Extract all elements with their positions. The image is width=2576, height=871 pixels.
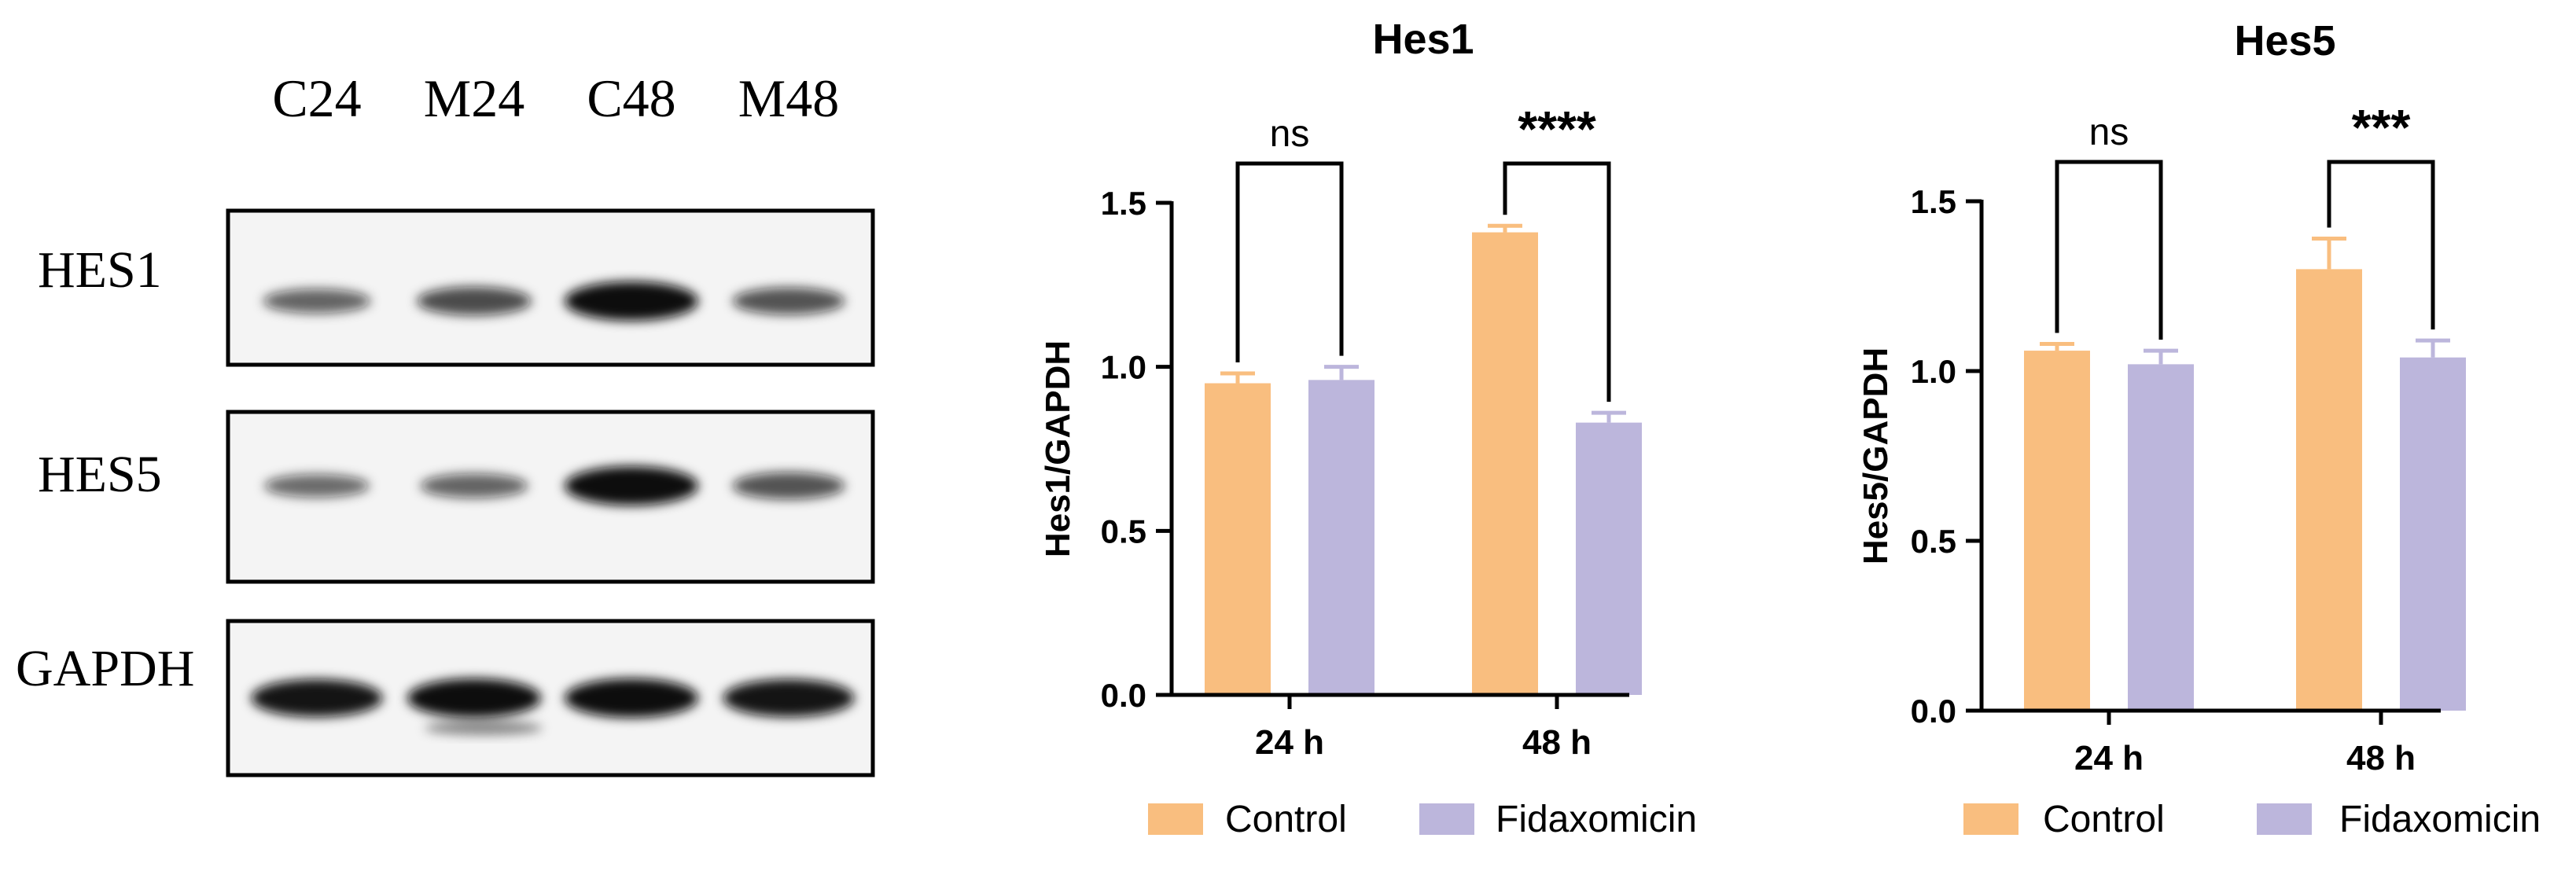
y-tick-label-1: 0.5 xyxy=(1101,513,1146,549)
significance-bracket-48h xyxy=(1503,161,1611,402)
bar-control-24h xyxy=(2024,351,2090,711)
y-tick-label-0: 0.0 xyxy=(1911,693,1956,730)
significance-bracket-24h xyxy=(1235,161,1344,363)
y-axis-label: Hes5/GAPDH xyxy=(1857,347,1895,564)
legend-swatch-control xyxy=(1148,803,1203,835)
legend-label-fidaxomicin: Fidaxomicin xyxy=(2339,799,2541,840)
blot-row-label-gapdh: GAPDH xyxy=(16,640,194,697)
x-tick-label-24h: 24 h xyxy=(2074,739,2144,777)
blot-row-label-hes5: HES5 xyxy=(38,446,162,503)
band-hes1-c48 xyxy=(565,281,698,321)
chart-title: Hes1 xyxy=(1372,16,1474,63)
lane-label-c48: C48 xyxy=(587,68,675,128)
western-blot-panel: C24 M24 C48 M48 HES1 HES5 GAPDH xyxy=(16,68,875,777)
bar-fidaxomicin-48h xyxy=(1576,422,1642,695)
significance-label-48h: **** xyxy=(1518,101,1596,157)
legend-label-control: Control xyxy=(2043,799,2165,840)
band-hes1-m24 xyxy=(417,286,532,316)
legend-swatch-fidaxomicin xyxy=(1419,803,1474,835)
legend-label-fidaxomicin: Fidaxomicin xyxy=(1496,799,1697,840)
blot-membrane-hes1 xyxy=(226,208,875,367)
bar-control-24h xyxy=(1205,383,1271,695)
bar-fidaxomicin-48h xyxy=(2400,357,2466,711)
band-gapdh-m48 xyxy=(723,678,855,718)
lane-label-c24: C24 xyxy=(272,68,361,128)
significance-label-48h: *** xyxy=(2352,99,2411,156)
y-tick-label-1: 0.5 xyxy=(1911,523,1956,560)
significance-label-24h: ns xyxy=(1270,113,1310,155)
bar-fidaxomicin-24h xyxy=(2128,364,2194,711)
x-tick-label-48h: 48 h xyxy=(1522,723,1592,762)
y-axis-label: Hes1/GAPDH xyxy=(1039,340,1077,557)
band-gapdh-m24-secondary xyxy=(425,721,543,735)
hes5-bar-chart: Hes5 Hes5/GAPDH ns 24 h *** 48 h 0.0 0.5 1.0 1.5 C… xyxy=(1857,17,2541,840)
x-tick-label-24h: 24 h xyxy=(1255,723,1324,762)
legend-swatch-fidaxomicin xyxy=(2257,803,2312,835)
band-hes5-m24 xyxy=(420,473,528,498)
band-gapdh-m24 xyxy=(407,678,541,718)
band-hes5-m48 xyxy=(732,472,845,500)
y-tick-label-2: 1.0 xyxy=(1101,349,1146,386)
lane-label-m48: M48 xyxy=(738,68,839,128)
band-hes5-c48 xyxy=(565,466,698,505)
y-tick-label-3: 1.5 xyxy=(1101,185,1146,222)
x-tick-label-48h: 48 h xyxy=(2346,739,2416,777)
significance-bracket-24h xyxy=(2055,160,2163,340)
lane-label-m24: M24 xyxy=(424,68,524,128)
legend-swatch-control xyxy=(1963,803,2018,835)
bar-control-48h xyxy=(1472,232,1538,695)
y-tick-label-3: 1.5 xyxy=(1911,183,1956,220)
band-hes1-c24 xyxy=(263,288,371,314)
y-tick-label-0: 0.0 xyxy=(1101,677,1146,714)
band-hes5-c24 xyxy=(264,474,370,498)
band-gapdh-c24 xyxy=(251,678,383,718)
band-gapdh-c48 xyxy=(565,678,698,718)
chart-title: Hes5 xyxy=(2234,17,2335,64)
band-hes1-m48 xyxy=(732,287,845,315)
significance-label-24h: ns xyxy=(2089,112,2129,153)
y-tick-label-2: 1.0 xyxy=(1911,353,1956,390)
bar-fidaxomicin-24h xyxy=(1308,380,1374,695)
bar-control-48h xyxy=(2296,269,2362,711)
blot-row-label-hes1: HES1 xyxy=(38,241,162,299)
hes1-bar-chart: Hes1 Hes1/GAPDH ns 24 h **** 48 h 0.0 0.5 1.0 1.5… xyxy=(1039,16,1697,840)
legend-label-control: Control xyxy=(1225,799,1347,840)
significance-bracket-48h xyxy=(2327,160,2435,330)
